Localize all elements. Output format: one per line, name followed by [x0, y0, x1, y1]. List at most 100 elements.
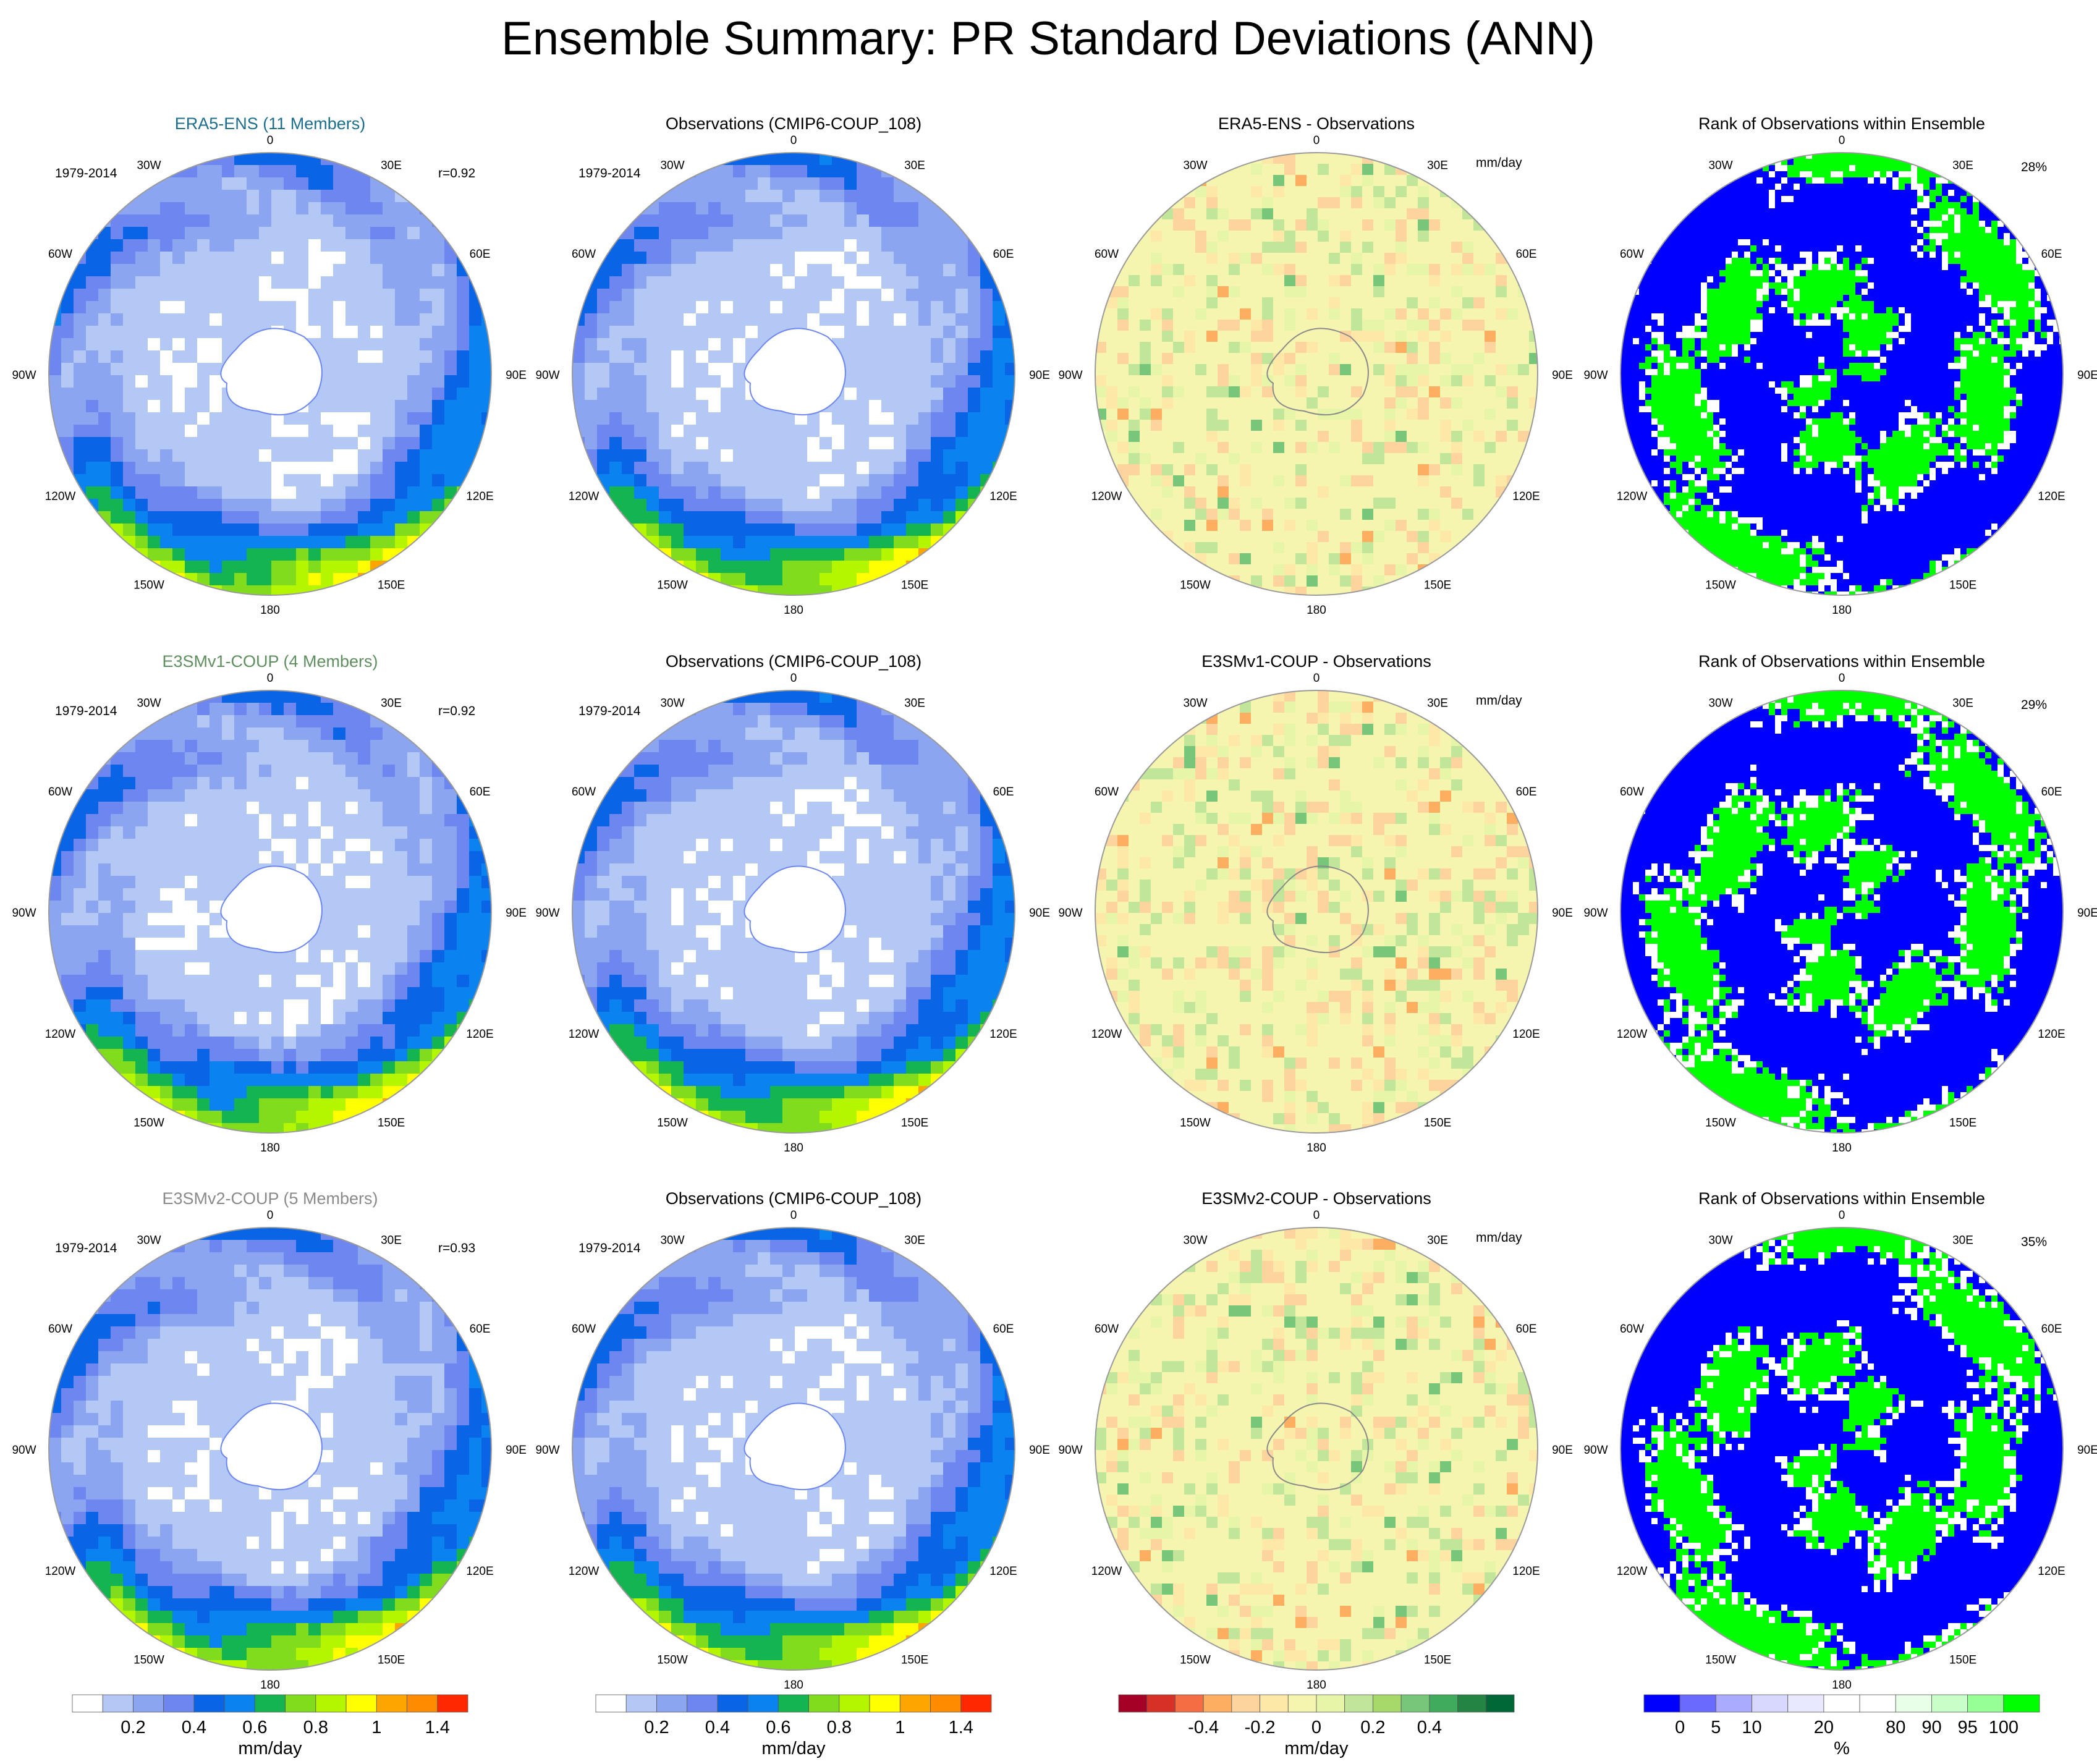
map-field	[572, 1228, 1015, 1670]
longitude-label: 150W	[1180, 1116, 1211, 1129]
longitude-label: 180	[260, 1142, 280, 1155]
longitude-label: 90E	[2077, 1444, 2097, 1457]
colorbar-tick-label: 1	[895, 1718, 905, 1737]
polar-boundary	[48, 690, 492, 1134]
longitude-label: 90W	[535, 1444, 559, 1457]
period-label: 1979-2014	[55, 704, 117, 718]
map-field	[1095, 1228, 1538, 1670]
colorbar-swatch	[869, 1694, 900, 1713]
longitude-label: 90W	[1583, 1444, 1608, 1457]
units-label: mm/day	[1476, 156, 1522, 170]
colorbar-swatch	[1931, 1694, 1968, 1713]
colorbar-tick-label: 90	[1921, 1718, 1941, 1737]
longitude-label: 120W	[1617, 1028, 1648, 1041]
polar-boundary	[1620, 1227, 2064, 1671]
colorbar-swatch	[376, 1694, 407, 1713]
longitude-label: 90E	[1029, 1444, 1050, 1457]
longitude-label: 60W	[1095, 1323, 1119, 1336]
longitude-label: 30W	[137, 697, 161, 710]
colorbar-swatch	[193, 1694, 225, 1713]
longitude-label: 150E	[1424, 1116, 1451, 1129]
colorbar-tick-label: 0.6	[242, 1718, 267, 1737]
longitude-label: 60W	[1095, 248, 1119, 261]
longitude-label: 150W	[1180, 579, 1211, 592]
longitude-label: 150E	[901, 1116, 928, 1129]
colorbar-tick-label: 10	[1742, 1718, 1761, 1737]
colorbar-swatch	[1752, 1694, 1789, 1713]
longitude-label: 0	[267, 134, 274, 147]
longitude-label: 30W	[1183, 159, 1207, 172]
longitude-label: 90W	[12, 1444, 36, 1457]
longitude-label: 90W	[535, 907, 559, 920]
colorbar-swatch	[656, 1694, 688, 1713]
colorbar-tick-label: 0	[1675, 1718, 1685, 1737]
longitude-label: 120W	[569, 1565, 599, 1578]
longitude-label: 0	[1839, 1209, 1845, 1222]
colorbar-tick-label: 1.4	[949, 1718, 973, 1737]
longitude-label: 120W	[45, 490, 76, 503]
longitude-label: 60E	[1516, 1323, 1537, 1336]
colorbar-diff: -0.4 -0.2 0 0.2 0.4 mm/day	[1118, 1694, 1515, 1758]
longitude-label: 150E	[901, 1653, 928, 1666]
colorbar-tick-label: 20	[1814, 1718, 1834, 1737]
longitude-label: 0	[267, 1209, 274, 1222]
colorbar-tick-label: 95	[1958, 1718, 1978, 1737]
longitude-label: 60W	[48, 786, 72, 799]
longitude-label: 30W	[1183, 697, 1207, 710]
longitude-label: 150W	[133, 579, 164, 592]
longitude-label: 0	[267, 672, 274, 685]
longitude-label: 90E	[506, 369, 527, 382]
longitude-label: 120E	[1512, 1565, 1540, 1578]
colorbar-tick-label: 0.2	[1360, 1718, 1385, 1737]
longitude-label: 150W	[133, 1116, 164, 1129]
colorbar-swatch	[1344, 1694, 1373, 1713]
longitude-label: 30W	[137, 1234, 161, 1247]
longitude-label: 90E	[2077, 369, 2097, 382]
colorbar-tick-label: -0.4	[1188, 1718, 1219, 1737]
colorbar-swatch	[930, 1694, 962, 1713]
longitude-label: 0	[790, 672, 797, 685]
map-field	[49, 153, 491, 595]
longitude-label: 30W	[137, 159, 161, 172]
longitude-label: 30E	[1952, 159, 1973, 172]
colorbar-tick-label: 100	[1989, 1718, 2019, 1737]
longitude-label: 150E	[1949, 1653, 1976, 1666]
period-label: 1979-2014	[578, 704, 641, 718]
longitude-label: 60W	[1095, 786, 1119, 799]
map-field	[1095, 153, 1538, 595]
longitude-label: 120W	[569, 490, 599, 503]
colorbar-swatch	[2003, 1694, 2040, 1713]
colorbar-tick-label: 5	[1711, 1718, 1721, 1737]
colorbar-swatch	[687, 1694, 718, 1713]
longitude-label: 150E	[378, 1653, 405, 1666]
polar-boundary	[1620, 152, 2064, 596]
colorbar-units-label: %	[1834, 1739, 1850, 1758]
longitude-label: 60W	[572, 786, 596, 799]
colorbar-swatch	[72, 1694, 103, 1713]
longitude-label: 120E	[989, 1028, 1017, 1041]
longitude-label: 150E	[901, 579, 928, 592]
longitude-label: 120W	[1091, 1028, 1122, 1041]
map-field	[1620, 153, 2063, 595]
polar-boundary	[572, 1227, 1015, 1671]
longitude-label: 150E	[1424, 1653, 1451, 1666]
longitude-label: 120W	[1091, 490, 1122, 503]
longitude-label: 150E	[1949, 1116, 1976, 1129]
map-field	[1620, 1228, 2063, 1670]
longitude-label: 120E	[1512, 490, 1540, 503]
map-panel-field: Observations (CMIP6-COUP_108)0 30E 60E 90E 1…	[535, 114, 1049, 617]
polar-boundary	[48, 152, 492, 596]
longitude-label: 120E	[1512, 1028, 1540, 1041]
longitude-label: 0	[790, 134, 797, 147]
colorbar-swatch	[1679, 1694, 1716, 1713]
panel-title: E3SMv1-COUP (4 Members)	[162, 652, 378, 671]
longitude-label: 30E	[1952, 1234, 1973, 1247]
longitude-label: 60E	[2041, 1323, 2062, 1336]
panel-title: E3SMv2-COUP (5 Members)	[162, 1189, 378, 1208]
longitude-label: 0	[790, 1209, 797, 1222]
longitude-label: 90W	[1583, 907, 1608, 920]
